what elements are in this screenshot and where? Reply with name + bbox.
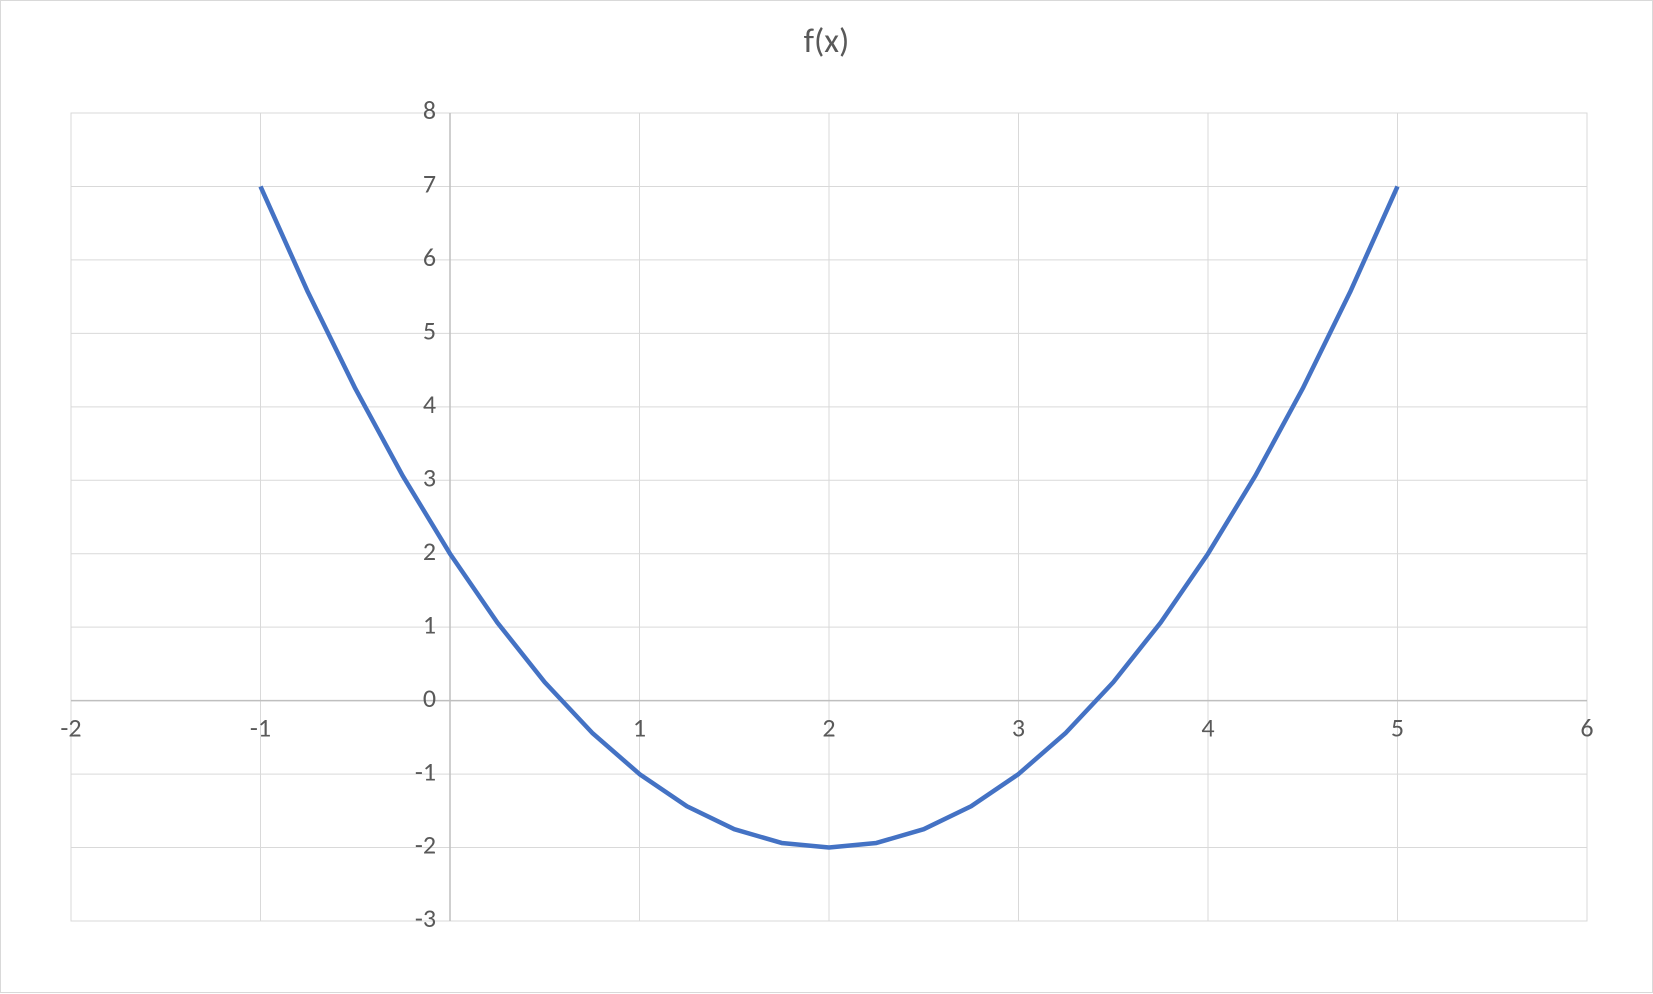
x-tick-label: 2 <box>822 712 835 744</box>
y-tick-label: 3 <box>423 461 436 493</box>
y-tick-label: -1 <box>415 755 436 787</box>
x-tick-label: 3 <box>1012 712 1025 744</box>
y-tick-label: 8 <box>423 94 436 126</box>
y-tick-label: 1 <box>423 608 436 640</box>
y-tick-label: -3 <box>415 902 436 934</box>
y-tick-label: 0 <box>423 682 436 714</box>
y-tick-label: 6 <box>423 241 436 273</box>
chart-title: f(x) <box>1 21 1652 62</box>
chart-plot-area: -3 -2 -1 0 1 2 3 4 5 6 7 8 -2 -1 1 2 3 4 5 6 <box>1 1 1653 994</box>
x-tick-label: 5 <box>1391 712 1404 744</box>
y-tick-label: 7 <box>423 168 436 200</box>
y-tick-label: 4 <box>423 388 436 420</box>
y-tick-label: 5 <box>423 315 436 347</box>
y-tick-label: 2 <box>423 535 436 567</box>
x-tick-label: -1 <box>250 712 271 744</box>
x-tick-label: -2 <box>60 712 81 744</box>
x-tick-label: 1 <box>633 712 646 744</box>
x-tick-label: 6 <box>1580 712 1593 744</box>
y-tick-label: -2 <box>415 829 436 861</box>
chart-container: f(x) -3 -2 -1 0 1 2 3 4 5 6 7 8 -2 -1 1 2 3 4 5 6 <box>0 0 1653 993</box>
x-tick-label: 4 <box>1201 712 1214 744</box>
